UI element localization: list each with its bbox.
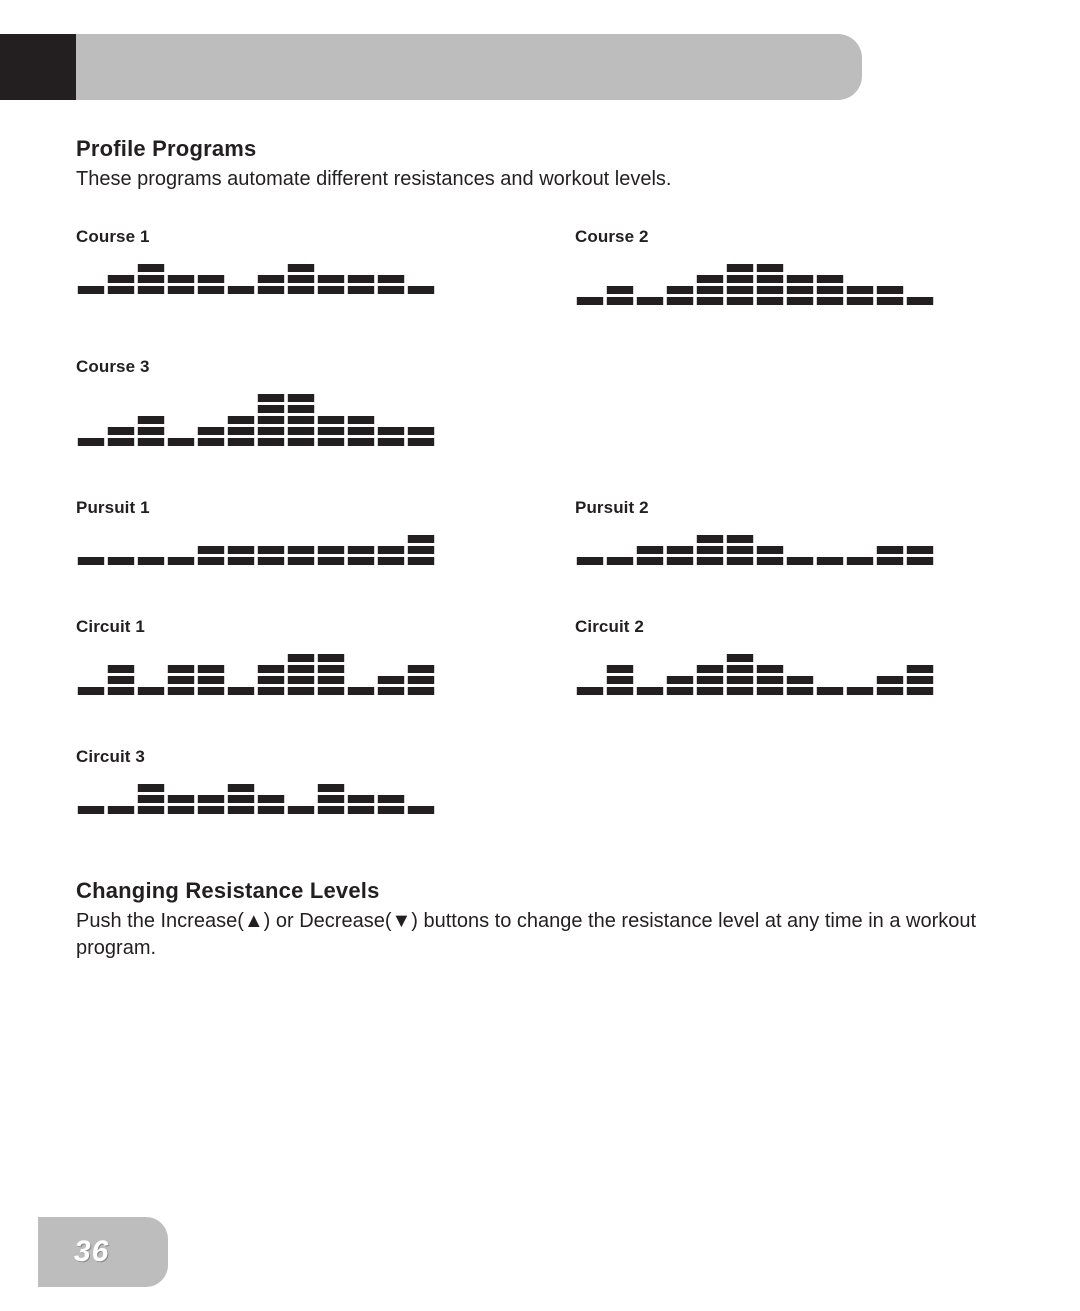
chart-course-1: Course 1 (76, 227, 517, 305)
page: Profile Programs These programs automate… (0, 0, 1080, 1311)
chart-label: Circuit 3 (76, 747, 517, 767)
chart-svg (76, 651, 436, 695)
chart-svg (575, 261, 935, 305)
changing-resistance-heading: Changing Resistance Levels (76, 878, 1016, 904)
chart-svg (575, 651, 935, 695)
chart-label: Circuit 1 (76, 617, 517, 637)
chart-label: Pursuit 2 (575, 498, 1016, 518)
chart-pursuit-2: Pursuit 2 (575, 498, 1016, 565)
profile-programs-text: These programs automate different resist… (76, 166, 1016, 193)
chart-circuit-3: Circuit 3 (76, 747, 517, 814)
chart-pursuit-1: Pursuit 1 (76, 498, 517, 565)
changing-resistance-section: Changing Resistance Levels Push the Incr… (76, 878, 1016, 962)
changing-resistance-text: Push the Increase(▲) or Decrease(▼) butt… (76, 908, 1016, 962)
charts-grid: Course 1 Course 2 Course 3 Pursuit 1 Pursuit… (76, 227, 1016, 814)
chart-course-2: Course 2 (575, 227, 1016, 305)
chart-label: Pursuit 1 (76, 498, 517, 518)
chart-label: Course 2 (575, 227, 1016, 247)
chart-svg (76, 532, 436, 565)
chart-label: Course 3 (76, 357, 517, 377)
profile-programs-heading: Profile Programs (76, 136, 1016, 162)
content-area: Profile Programs These programs automate… (76, 136, 1016, 962)
page-number-tab: 36 (38, 1217, 168, 1287)
chart-svg (575, 532, 935, 565)
chart-circuit-1: Circuit 1 (76, 617, 517, 695)
page-number: 36 (74, 1235, 109, 1269)
header-black-strip (0, 34, 76, 100)
chart-svg (76, 391, 436, 446)
chart-svg (76, 781, 436, 814)
chart-course-3: Course 3 (76, 357, 517, 446)
chart-label: Circuit 2 (575, 617, 1016, 637)
chart-label: Course 1 (76, 227, 517, 247)
chart-circuit-2: Circuit 2 (575, 617, 1016, 695)
chart-svg (76, 261, 436, 294)
header-band (0, 34, 862, 100)
